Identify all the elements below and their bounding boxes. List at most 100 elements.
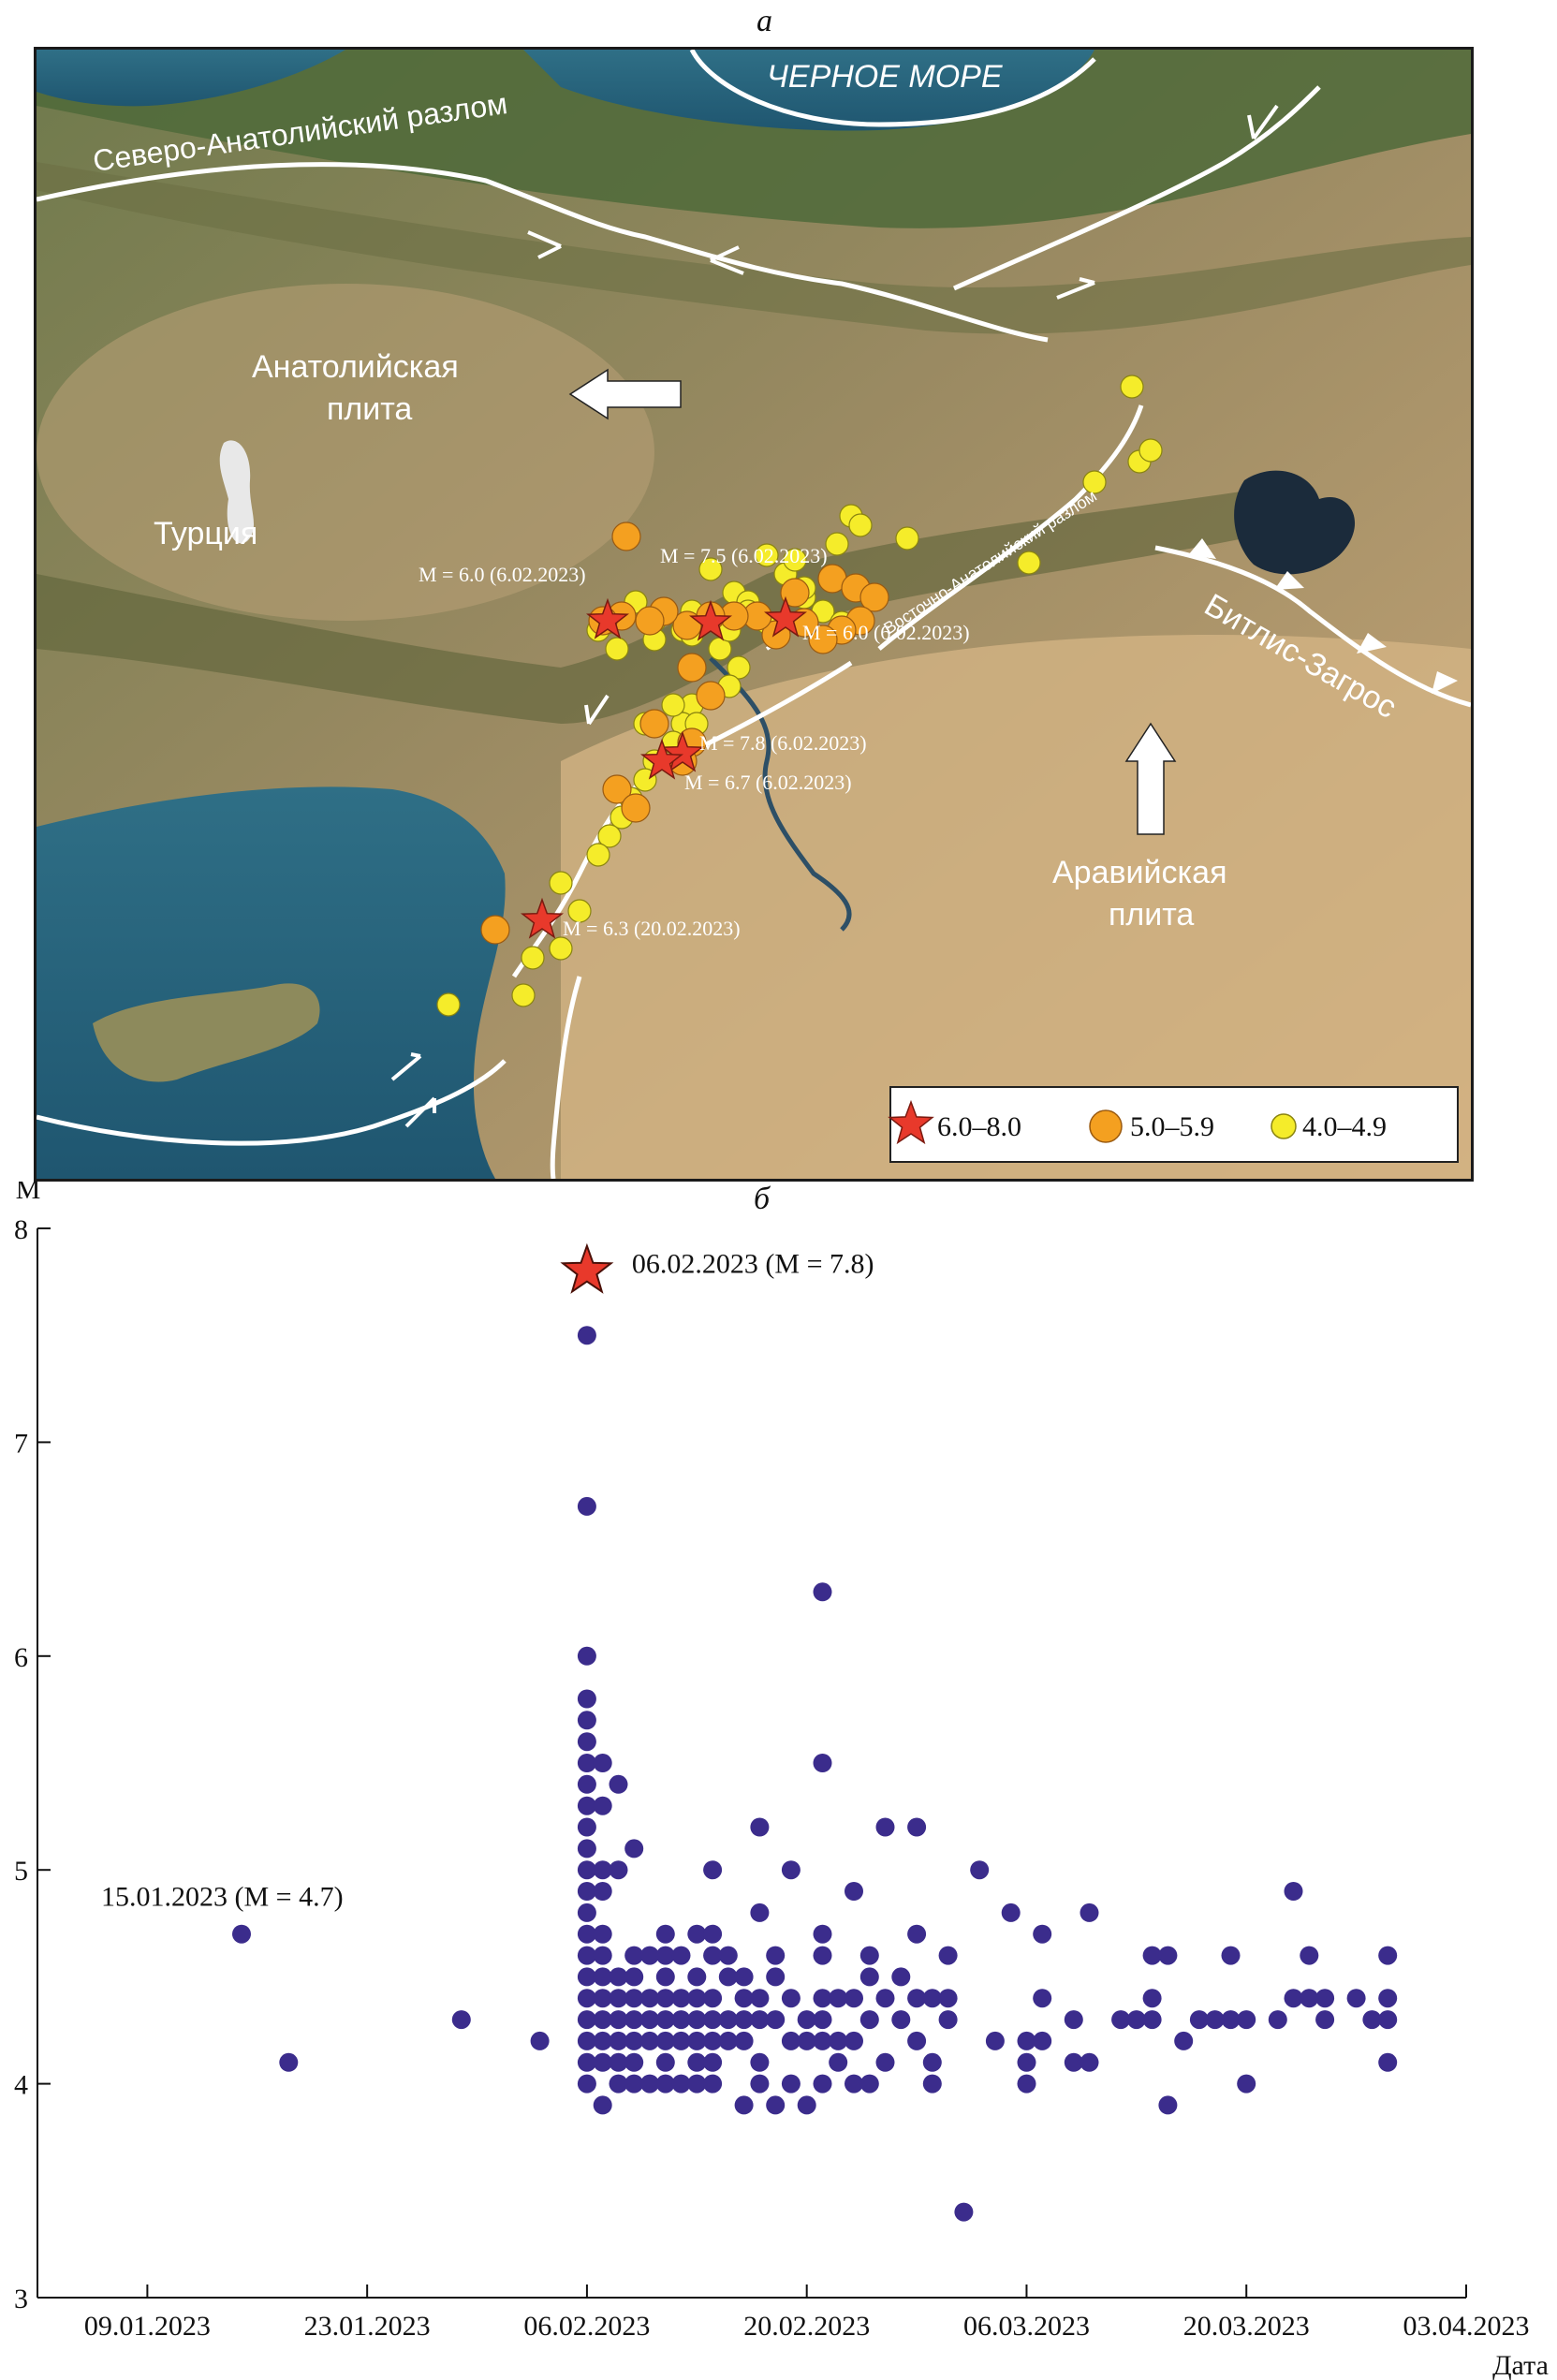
data-point	[1221, 1946, 1241, 1965]
event-label-m63: М = 6.3 (20.02.2023)	[563, 917, 741, 940]
data-point	[1033, 1989, 1052, 2008]
black-sea	[523, 50, 1094, 131]
eq-yellow-dot	[1017, 551, 1041, 575]
data-point	[530, 2031, 550, 2050]
data-point	[703, 2074, 723, 2094]
data-point	[624, 1967, 644, 1987]
data-point	[671, 1989, 691, 2008]
eq-yellow-dot	[1138, 438, 1163, 463]
x-tick-label: 20.02.2023	[743, 2311, 870, 2342]
data-point	[577, 1882, 596, 1901]
data-point	[1033, 2031, 1052, 2050]
arabian-plate-label-2: плита	[1109, 897, 1194, 933]
data-point	[1237, 2010, 1256, 2030]
data-point	[907, 2031, 927, 2050]
x-tick-label: 09.01.2023	[84, 2311, 211, 2342]
data-point	[813, 1989, 832, 2008]
data-point	[1064, 2010, 1083, 2030]
data-point	[687, 1967, 707, 1987]
eq-red-star	[661, 730, 704, 772]
data-point	[655, 2010, 675, 2030]
data-point	[640, 2074, 659, 2094]
data-point	[593, 1882, 612, 1901]
y-tick-label: 7	[14, 1428, 28, 1459]
eq-orange-dot	[480, 915, 510, 945]
data-point	[938, 2010, 958, 2030]
data-point	[1111, 2010, 1131, 2030]
data-point	[829, 2052, 848, 2072]
data-point	[781, 2074, 801, 2094]
x-tick-label: 23.01.2023	[304, 2311, 431, 2342]
data-point	[797, 2095, 816, 2115]
northern-fault-branch	[952, 85, 1321, 291]
event-label-m60a: М = 6.0 (6.02.2023)	[419, 563, 586, 586]
eq-orange-dot	[639, 709, 669, 739]
motion-arrow-sw	[584, 694, 610, 726]
event-label-m75: М = 7.5 (6.02.2023)	[660, 544, 828, 567]
event-label-m60b: М = 6.0 (6.02.2023)	[802, 621, 970, 644]
mainshock-star	[560, 1242, 614, 1294]
eq-yellow-dot	[549, 871, 573, 895]
data-point	[609, 2010, 628, 2030]
data-point	[703, 1946, 723, 1965]
data-point	[279, 2052, 299, 2072]
anatolian-plate-label-1: Анатолийская	[252, 349, 459, 385]
data-point	[640, 2031, 659, 2050]
bitlis-zagros-thrust	[1154, 545, 1471, 708]
dead-sea-fault-south	[550, 976, 582, 1179]
data-point	[624, 2074, 644, 2094]
data-point	[577, 1732, 596, 1752]
cyprus-island	[93, 983, 320, 1082]
data-point	[609, 1989, 628, 2008]
data-point	[577, 1774, 596, 1794]
northern-mountains	[37, 50, 1471, 228]
eq-yellow-dot	[727, 655, 751, 680]
data-point	[718, 2031, 738, 2050]
data-point	[875, 1817, 895, 1837]
data-point	[577, 1796, 596, 1815]
data-point	[593, 2010, 612, 2030]
data-point	[671, 2074, 691, 2094]
data-point	[1362, 2010, 1382, 2030]
eq-yellow-dot	[436, 992, 461, 1017]
data-point	[703, 1924, 723, 1944]
data-point	[593, 2052, 612, 2072]
data-point	[734, 2010, 754, 2030]
data-point	[624, 1839, 644, 1858]
lake-van	[1234, 470, 1356, 575]
data-point	[813, 1946, 832, 1965]
data-point	[907, 1924, 927, 1944]
data-point	[891, 2010, 911, 2030]
data-point	[577, 1817, 596, 1837]
data-point	[1017, 2052, 1036, 2072]
data-point	[655, 1924, 675, 1944]
data-point	[813, 1582, 832, 1602]
y-tick-label: 6	[14, 1642, 28, 1673]
data-point	[938, 1946, 958, 1965]
data-point	[750, 2052, 770, 2072]
mediterranean-sea	[37, 786, 506, 1179]
legend-yellow-circle-icon	[1271, 1113, 1297, 1139]
eq-yellow-dot	[895, 526, 919, 551]
eq-yellow-dot	[521, 946, 545, 970]
data-point	[687, 1989, 707, 2008]
data-point	[907, 1817, 927, 1837]
data-point	[1300, 1946, 1319, 1965]
data-point	[655, 1967, 675, 1987]
data-point	[624, 1946, 644, 1965]
motion-arrow-north	[1247, 104, 1279, 140]
data-point	[577, 1326, 596, 1345]
eq-orange-dot	[780, 578, 810, 608]
data-point	[1221, 2010, 1241, 2030]
data-point	[703, 1860, 723, 1880]
data-point	[970, 1860, 990, 1880]
data-point	[750, 1903, 770, 1922]
data-point	[1126, 2010, 1146, 2030]
black-sea-west	[37, 50, 345, 107]
eq-yellow-dot	[848, 513, 873, 537]
data-point	[671, 2010, 691, 2030]
data-point	[734, 2031, 754, 2050]
data-point	[750, 2074, 770, 2094]
data-point	[922, 2074, 942, 2094]
eq-red-star	[689, 599, 732, 641]
